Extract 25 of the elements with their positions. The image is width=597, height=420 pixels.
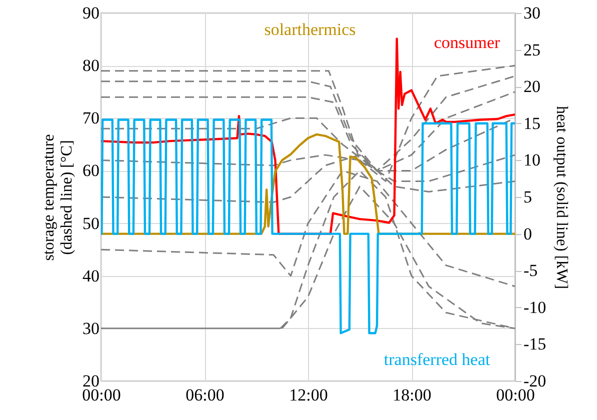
y2-tick-label: 20	[524, 77, 540, 96]
y2-tick-label: -5	[524, 261, 538, 280]
y-tick-label: 50	[82, 214, 100, 233]
series-label: transferred heat	[384, 350, 490, 369]
y2-tick-label: 30	[524, 4, 540, 22]
y2-tick-label: -15	[524, 334, 546, 354]
y-tick-label: 70	[82, 108, 100, 128]
y2-tick-label: 5	[524, 188, 532, 206]
y-tick-label: 60	[82, 161, 100, 180]
y-tick-label: 40	[82, 266, 100, 286]
x-tick-label: 18:00	[392, 386, 432, 404]
y-tick-label: 90	[82, 4, 100, 22]
text: consumer	[434, 33, 500, 52]
y-tick-label: 80	[82, 56, 100, 76]
y-tick-label: 30	[82, 318, 100, 338]
text: solarthermics	[264, 20, 356, 39]
x-tick-label: 06:00	[186, 386, 224, 404]
y2-tick-label: 0	[524, 224, 532, 244]
y2-tick-label: 10	[524, 150, 540, 170]
x-tick-label: 12:00	[289, 386, 328, 404]
y2-tick-label: 15	[524, 114, 540, 133]
y2-tick-label: -10	[524, 298, 546, 317]
y-axis-title: storage temperature (dashed line) [°C]	[40, 134, 76, 261]
y2-tick-label: 25	[524, 40, 540, 60]
y2-axis-title: heat output (solid line) [kW]	[553, 106, 570, 290]
